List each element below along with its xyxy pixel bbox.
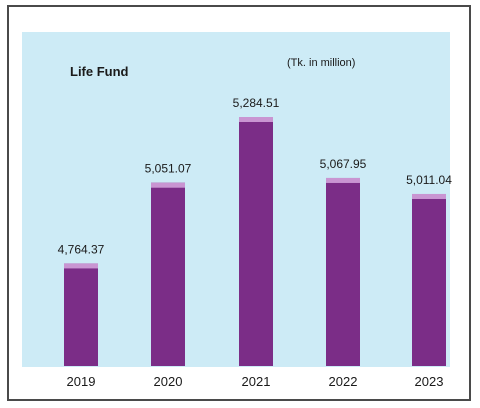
bar-top-highlight	[239, 117, 273, 122]
bar-body	[326, 177, 360, 366]
x-tick-label-2023: 2023	[415, 374, 444, 389]
chart-title: Life Fund	[70, 64, 129, 79]
bar-body	[151, 182, 185, 366]
unit-note: (Tk. in million)	[287, 57, 355, 69]
data-label-2022: 5,067.95	[320, 157, 367, 171]
bar-2020	[151, 182, 185, 366]
x-tick-label-2020: 2020	[154, 374, 183, 389]
bar-body	[412, 193, 446, 366]
data-labels-layer: 4,764.37 5,051.07 5,284.51 5,067.95 5,011.04	[58, 96, 453, 256]
data-label-2020: 5,051.07	[145, 162, 192, 176]
bar-top-highlight	[64, 263, 98, 269]
x-tick-label-2022: 2022	[329, 374, 358, 389]
data-label-2023: 5,011.04	[406, 173, 452, 187]
x-tick-label-2019: 2019	[67, 374, 96, 389]
bar-2023	[412, 193, 446, 366]
x-tick-labels-layer: 2019 2020 2021 2022 2023	[67, 374, 444, 389]
bar-body	[239, 117, 273, 366]
bar-2019	[64, 263, 98, 366]
bar-body	[64, 263, 98, 366]
bar-top-highlight	[412, 193, 446, 199]
bar-2021	[239, 117, 273, 366]
bar-top-highlight	[326, 177, 360, 183]
data-label-2021: 5,284.51	[233, 96, 280, 110]
data-label-2019: 4,764.37	[58, 242, 105, 256]
bars-layer	[64, 117, 446, 366]
bar-2022	[326, 177, 360, 366]
x-tick-label-2021: 2021	[242, 374, 271, 389]
bar-top-highlight	[151, 182, 185, 188]
